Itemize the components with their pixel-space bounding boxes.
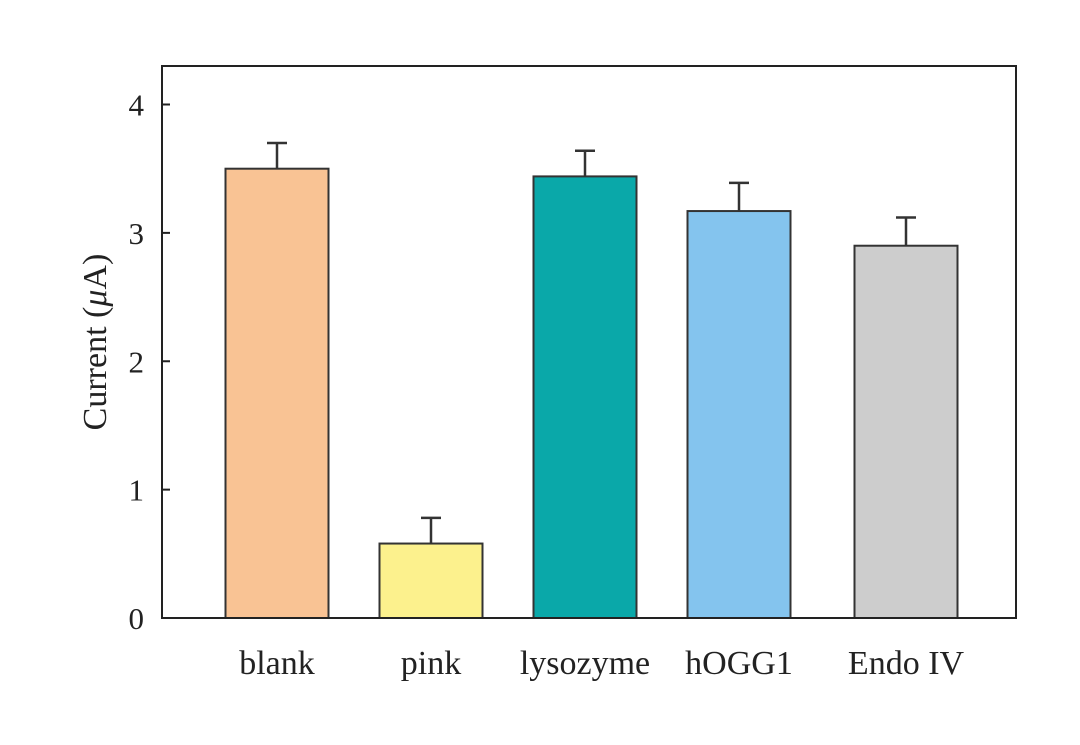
- plot-frame: [161, 65, 1017, 619]
- y-tick-label: 1: [129, 473, 145, 508]
- x-axis-labels: blank pink lysozyme hOGG1 Endo IV: [239, 645, 964, 682]
- x-category-label: hOGG1: [685, 645, 793, 682]
- x-category-label: pink: [401, 645, 461, 682]
- x-category-label: blank: [239, 645, 315, 682]
- bars-layer: [224, 167, 959, 620]
- errorbars-layer: [267, 141, 916, 544]
- bar-blank: [224, 167, 330, 620]
- y-axis-ticks: 0 1 2 3 4: [129, 88, 170, 636]
- y-axis-title-prefix: Current (: [77, 307, 114, 431]
- x-category-label: Endo IV: [848, 645, 965, 682]
- y-axis-title-suffix: A): [77, 254, 114, 290]
- bar-lysozyme: [532, 175, 638, 619]
- y-tick-label: 2: [129, 344, 145, 379]
- y-tick-label: 4: [129, 88, 145, 123]
- bar-endo-iv: [853, 244, 959, 620]
- y-axis-title-unit: μ: [77, 290, 114, 308]
- y-tick-label: 0: [129, 601, 145, 636]
- y-tick-label: 3: [129, 216, 145, 251]
- y-axis-title: Current (μA): [77, 254, 114, 431]
- x-category-label: lysozyme: [520, 645, 650, 682]
- bar-hogg1: [686, 210, 792, 620]
- bar-pink: [378, 542, 484, 619]
